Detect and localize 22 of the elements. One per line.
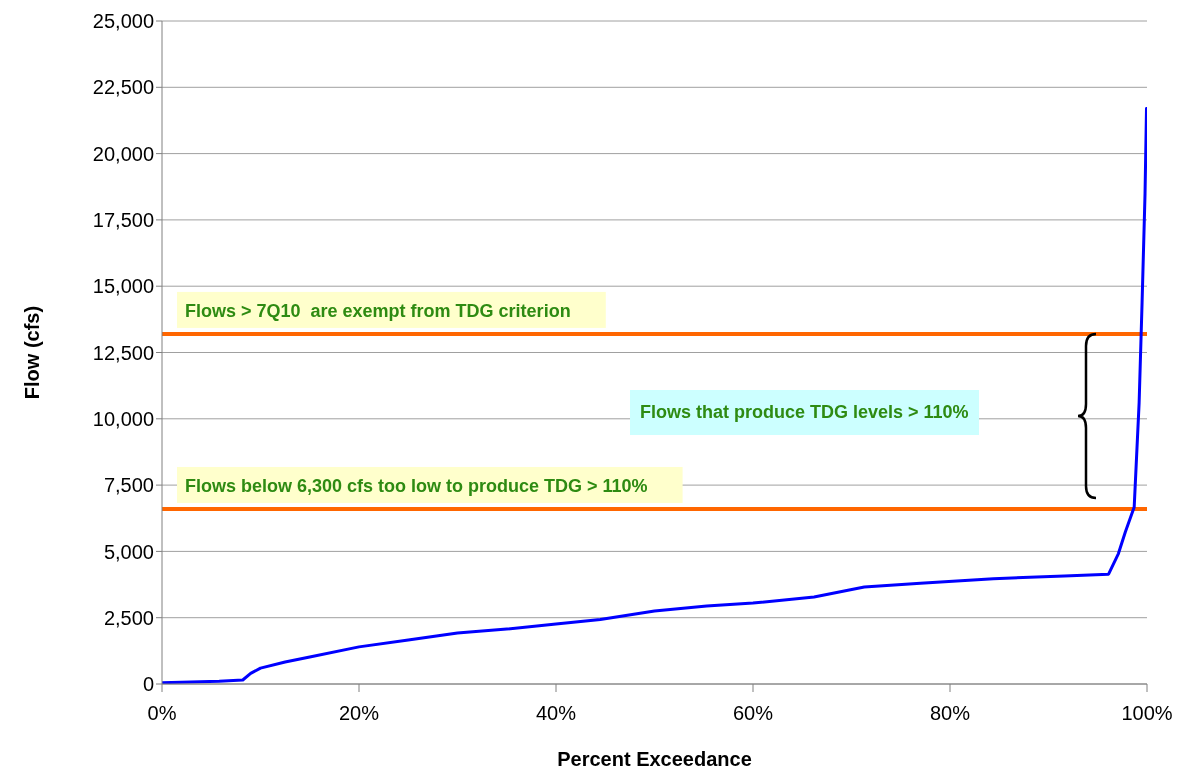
x-tick-label: 0% [147,702,177,725]
y-tick-label: 15,000 [92,275,154,298]
y-tick-label: 25,000 [92,10,154,33]
ref-line-label: Flows > 7Q10 are exempt from TDG criterion [185,300,571,321]
y-tick-label: 17,500 [92,209,154,231]
x-tick-label: 40% [535,702,577,725]
x-tick-label: 20% [338,702,380,725]
x-axis-title: Percent Exceedance [557,748,752,770]
ref-line-label: Flows below 6,300 cfs too low to produce TDG > 110% [185,475,648,496]
y-tick-label: 22,500 [92,76,154,99]
y-tick-label: 10,000 [92,407,154,430]
y-axis-title: Flow (cfs) [21,305,44,400]
y-tick-label: 2,500 [103,606,154,629]
x-tick-label: 100% [1121,702,1173,725]
x-tick-label: 80% [929,702,971,725]
annotation: Flows that produce TDG levels > 110% [630,390,979,435]
y-tick-label: 12,500 [92,341,154,364]
y-tick-label: 20,000 [92,142,154,165]
y-tick-label: 0 [142,673,154,696]
y-tick-label: 7,500 [103,474,154,497]
x-tick-label: 60% [732,702,774,725]
y-tick-label: 5,000 [103,540,154,563]
